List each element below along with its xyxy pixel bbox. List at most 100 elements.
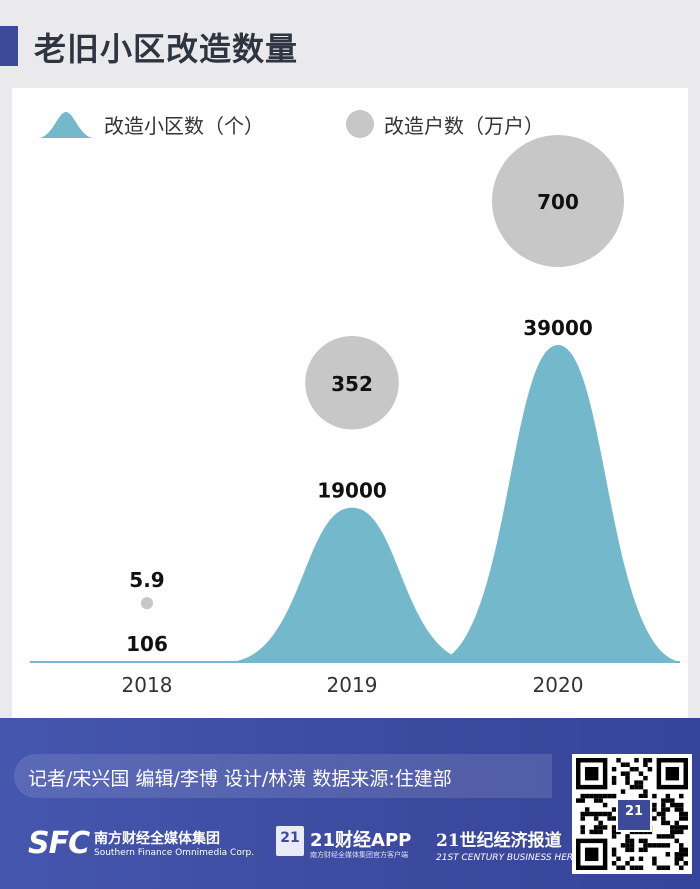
- qr-module: [593, 798, 599, 803]
- sfc-logo: SFC 南方财经全媒体集团 Southern Finance Omnimedia…: [28, 826, 254, 861]
- qr-module: [593, 829, 599, 835]
- qr-module: [593, 811, 599, 817]
- qr-module: [580, 816, 585, 821]
- qr-module: [683, 861, 688, 866]
- qr-module: [656, 811, 662, 817]
- qr-module: [625, 834, 630, 839]
- qr-module: [611, 775, 617, 781]
- qr-module: [634, 784, 639, 790]
- qr-module: [638, 865, 644, 870]
- legend-item-communities: 改造小区数（个）: [38, 108, 264, 140]
- qr-module: [670, 825, 675, 830]
- qr-module: [652, 856, 657, 862]
- qr-module: [638, 856, 644, 862]
- qr-module: [665, 798, 671, 803]
- qr-module: [634, 758, 639, 763]
- app-name: 21财经APP: [310, 830, 412, 851]
- qr-module: [602, 811, 608, 817]
- qr-module: [629, 838, 635, 844]
- qr-module: [665, 793, 671, 799]
- qr-module: [598, 825, 603, 830]
- qr-module: [620, 771, 626, 776]
- qr-module: [683, 811, 688, 817]
- qr-module: [656, 843, 662, 848]
- qr-module: [607, 811, 612, 817]
- qr-module: [652, 843, 657, 848]
- qr-module: [643, 789, 648, 794]
- bubble-value-label-2020: 700: [537, 190, 579, 214]
- qr-module: [611, 816, 617, 821]
- qr-module: [683, 825, 688, 830]
- page-title: 老旧小区改造数量: [34, 30, 299, 68]
- qr-module: [611, 847, 617, 853]
- qr-module: [665, 852, 671, 857]
- qr-module: [665, 807, 671, 812]
- qr-module: [589, 829, 594, 835]
- qr-module: [625, 838, 630, 844]
- qr-module: [643, 793, 648, 799]
- qr-module: [665, 834, 671, 839]
- qr-module: [598, 811, 603, 817]
- mountain-icon: [38, 112, 94, 138]
- qr-module: [652, 861, 657, 866]
- chart-plot: 106 19000 39000 5.9 352 700 2018 2019 2020: [30, 135, 684, 697]
- qr-module: [625, 775, 630, 781]
- bubble-2018: [140, 597, 154, 610]
- qr-module: [638, 847, 644, 853]
- qr-module: [629, 843, 635, 848]
- qr-module: [670, 829, 675, 835]
- qr-module: [652, 793, 657, 799]
- qr-finder: [584, 847, 599, 862]
- qr-module: [656, 834, 662, 839]
- qr-module: [611, 807, 617, 812]
- qr-module: [643, 775, 648, 781]
- qr-module: [602, 802, 608, 808]
- qr-module: [679, 793, 684, 799]
- qr-module: [670, 798, 675, 803]
- qr-module: [679, 807, 684, 812]
- legend-item-households: 改造户数（万户）: [346, 108, 544, 140]
- qr-module: [656, 865, 662, 870]
- qr-module: [674, 829, 680, 835]
- app-badge: 21: [276, 826, 304, 856]
- qr-module: [607, 793, 612, 799]
- qr-module: [643, 838, 648, 844]
- qr-module: [661, 798, 666, 803]
- qr-module: [616, 856, 621, 862]
- qr-module: [584, 811, 590, 817]
- qr-module: [661, 816, 666, 821]
- qr-module: [661, 811, 666, 817]
- header-accent-bar: [0, 26, 18, 66]
- area-value-label-2020: 39000: [523, 316, 593, 340]
- legend-label-communities: 改造小区数（个）: [104, 113, 264, 138]
- qr-module: [670, 802, 675, 808]
- qr-module: [634, 780, 639, 785]
- qr-module: [625, 847, 630, 853]
- sfc-mark: SFC: [28, 826, 90, 861]
- legend-label-households: 改造户数（万户）: [384, 113, 544, 138]
- qr-module: [638, 838, 644, 844]
- qr-module: [602, 793, 608, 799]
- qr-module: [589, 793, 594, 799]
- qr-module: [674, 856, 680, 862]
- bubble-value-label-2019: 352: [331, 372, 373, 396]
- qr-module: [679, 816, 684, 821]
- qr-code[interactable]: 21: [572, 754, 692, 874]
- bubble-2019: [305, 335, 399, 430]
- credits-text: 记者/宋兴国 编辑/李博 设计/林潢 数据来源:住建部: [28, 768, 452, 790]
- qr-module: [638, 780, 644, 785]
- qr-module: [629, 865, 635, 870]
- qr-module: [616, 758, 621, 763]
- qr-module: [661, 820, 666, 826]
- qr-module: [634, 766, 639, 772]
- qr-module: [611, 861, 617, 866]
- x-tick-label-2020: 2020: [533, 673, 584, 697]
- qr-module: [647, 758, 653, 763]
- qr-module: [629, 847, 635, 853]
- qr-module: [611, 793, 617, 799]
- qr-module: [661, 865, 666, 870]
- qr-module: [625, 771, 630, 776]
- qr-module: [620, 762, 626, 767]
- qr-module: [665, 843, 671, 848]
- qr-module: [629, 766, 635, 772]
